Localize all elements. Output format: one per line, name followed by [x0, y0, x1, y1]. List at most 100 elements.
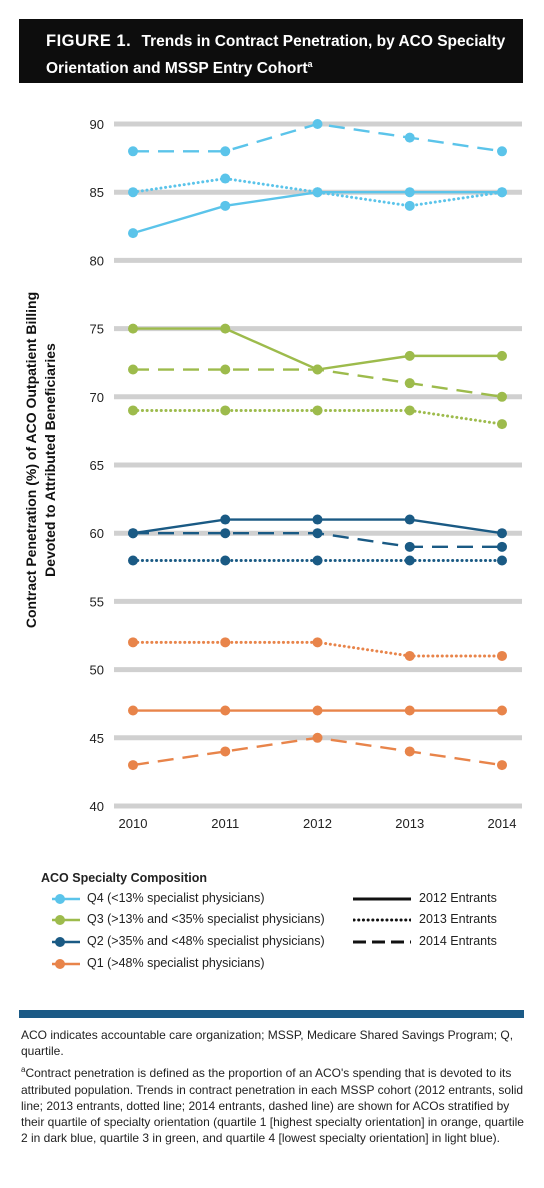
data-point-q1-2012 — [220, 705, 231, 716]
data-point-q3-2014 — [312, 364, 323, 375]
data-point-q2-2013 — [404, 555, 415, 566]
data-point-q4-2014 — [220, 146, 231, 157]
data-point-q2-2012 — [220, 514, 231, 525]
data-point-q2-2014 — [220, 528, 231, 539]
data-point-q2-2013 — [220, 555, 231, 566]
y-axis-label-line1: Contract Penetration (%) of ACO Outpatie… — [23, 292, 39, 628]
data-point-q3-2012 — [497, 350, 507, 361]
data-point-q1-2012 — [404, 705, 415, 716]
y-tick-label: 55 — [90, 594, 104, 609]
data-point-q1-2012 — [312, 705, 323, 716]
data-point-q4-2014 — [312, 119, 323, 129]
data-point-q4-2014 — [404, 132, 415, 143]
data-point-q2-2012 — [497, 528, 507, 539]
y-tick-label: 90 — [90, 117, 104, 132]
figure-label: FIGURE 1. — [46, 32, 132, 50]
footnote: aContract penetration is defined as the … — [21, 1062, 526, 1146]
legend-swatch-dotted — [353, 918, 411, 922]
data-point-q1-2014 — [312, 732, 323, 743]
data-point-q2-2014 — [497, 541, 507, 552]
legend-label-q3: Q3 (>13% and <35% specialist physicians) — [87, 912, 325, 926]
y-tick-labels: 40 45 50 55 60 65 70 75 80 85 90 — [90, 117, 104, 814]
y-tick-label: 65 — [90, 458, 104, 473]
data-point-q4-2013 — [220, 173, 231, 184]
legend-swatch-q1 — [52, 959, 80, 969]
data-point-q4-2012 — [128, 228, 138, 239]
data-point-q3-2012 — [404, 350, 415, 361]
legend-swatch-solid — [353, 897, 411, 901]
data-point-q3-2012 — [220, 323, 231, 334]
data-point-q3-2012 — [128, 323, 138, 334]
legend-swatch-q2 — [52, 937, 80, 947]
data-point-q2-2012 — [312, 514, 323, 525]
data-point-q1-2014 — [128, 760, 138, 771]
data-point-q1-2014 — [404, 746, 415, 757]
data-point-q2-2014 — [128, 528, 138, 539]
y-tick-label: 70 — [90, 390, 104, 405]
figure-notes: ACO indicates accountable care organizat… — [21, 1027, 526, 1149]
data-point-q2-2014 — [312, 528, 323, 539]
data-point-q2-2013 — [497, 555, 507, 566]
data-point-q3-2013 — [312, 405, 323, 416]
legend-label-2014: 2014 Entrants — [419, 934, 497, 948]
data-point-q4-2013 — [312, 187, 323, 198]
data-point-q1-2014 — [220, 746, 231, 757]
data-point-q2-2012 — [404, 514, 415, 525]
series-line-q3-2012 — [133, 327, 502, 371]
footer-divider — [19, 1010, 524, 1018]
data-point-q4-2014 — [497, 146, 507, 157]
data-point-q4-2012 — [404, 187, 415, 198]
y-tick-label: 40 — [90, 799, 104, 814]
y-tick-label: 80 — [90, 253, 104, 268]
x-tick-label: 2014 — [488, 816, 517, 831]
x-tick-label: 2013 — [395, 816, 424, 831]
data-point-q3-2013 — [220, 405, 231, 416]
abbreviations-note: ACO indicates accountable care organizat… — [21, 1028, 514, 1059]
data-point-q4-2012 — [220, 200, 231, 211]
legend-swatch-q4 — [52, 894, 80, 904]
data-point-q3-2014 — [128, 364, 138, 375]
data-point-q4-2013 — [497, 187, 507, 198]
figure-title: FIGURE 1. Trends in Contract Penetration… — [19, 19, 523, 83]
x-tick-label: 2012 — [303, 816, 332, 831]
data-point-q2-2013 — [128, 555, 138, 566]
data-point-q1-2014 — [497, 760, 507, 771]
data-point-q3-2013 — [404, 405, 415, 416]
data-point-q2-2014 — [404, 541, 415, 552]
x-tick-labels: 2010 2011 2012 2013 2014 — [119, 816, 517, 831]
legend-title: ACO Specialty Composition — [41, 871, 207, 885]
legend-label-q4: Q4 (<13% specialist physicians) — [87, 891, 265, 905]
legend-label-q1: Q1 (>48% specialist physicians) — [87, 956, 265, 970]
data-point-q4-2013 — [404, 200, 415, 211]
legend: ACO Specialty Composition Q4 (<13% speci… — [0, 860, 544, 980]
data-point-q1-2013 — [312, 637, 323, 648]
y-tick-label: 85 — [90, 185, 104, 200]
y-tick-label: 75 — [90, 322, 104, 337]
data-point-q3-2014 — [404, 378, 415, 389]
y-axis-label-line2: Devoted to Attributed Beneficiaries — [42, 343, 58, 577]
data-point-q3-2014 — [220, 364, 231, 375]
data-point-q4-2013 — [128, 187, 138, 198]
figure-title-text: Trends in Contract Penetration, by ACO S… — [46, 33, 506, 78]
grid-lines — [114, 121, 522, 809]
legend-swatch-dashed — [353, 940, 411, 944]
y-tick-label: 60 — [90, 526, 104, 541]
legend-label-2012: 2012 Entrants — [419, 891, 497, 905]
data-point-q1-2012 — [128, 705, 138, 716]
data-point-q1-2013 — [220, 637, 231, 648]
footnote-mark: a — [21, 1065, 26, 1075]
data-point-q1-2013 — [497, 650, 507, 661]
data-point-q3-2013 — [128, 405, 138, 416]
data-point-q1-2013 — [128, 637, 138, 648]
legend-label-2013: 2013 Entrants — [419, 912, 497, 926]
y-tick-label: 45 — [90, 731, 104, 746]
footnote-text: Contract penetration is defined as the p… — [21, 1066, 524, 1146]
data-points — [128, 119, 507, 771]
data-point-q3-2013 — [497, 419, 507, 430]
data-point-q2-2013 — [312, 555, 323, 566]
x-tick-label: 2010 — [119, 816, 148, 831]
y-tick-label: 50 — [90, 663, 104, 678]
data-point-q3-2014 — [497, 391, 507, 402]
series-line-q4-2012 — [132, 190, 502, 235]
